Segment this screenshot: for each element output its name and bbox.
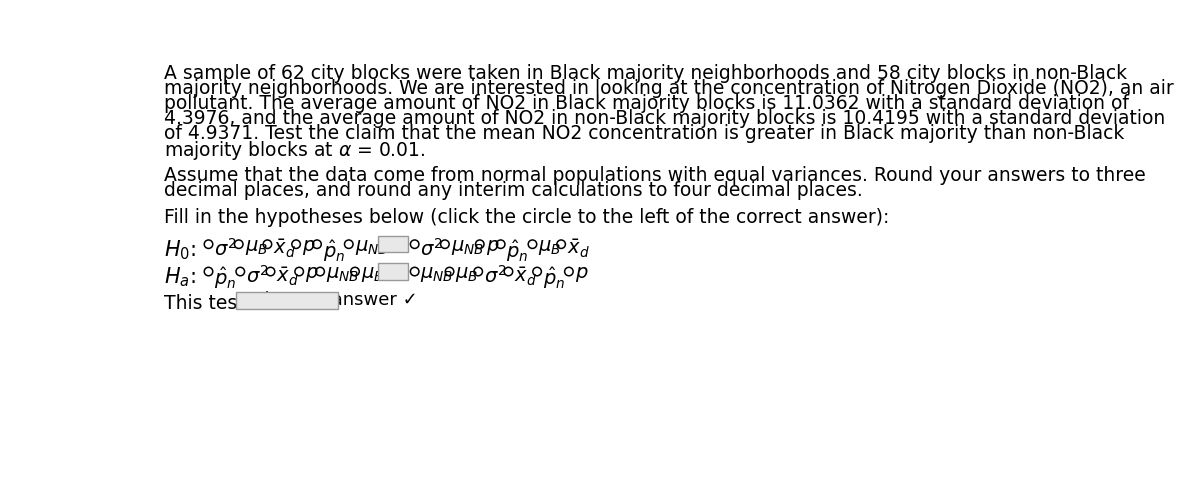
Text: $\sigma^2$: $\sigma^2$	[215, 238, 236, 260]
Text: 4.3976, and the average amount of NO2 in non-Black majority blocks is 10.4195 wi: 4.3976, and the average amount of NO2 in…	[164, 110, 1165, 128]
Text: majority neighborhoods. We are interested in looking at the concentration of Nit: majority neighborhoods. We are intereste…	[164, 80, 1174, 98]
Text: majority blocks at $\alpha$ = 0.01.: majority blocks at $\alpha$ = 0.01.	[164, 139, 426, 162]
FancyBboxPatch shape	[378, 263, 408, 280]
Text: $\mu_{NB}$: $\mu_{NB}$	[420, 265, 454, 285]
Text: of 4.9371. Test the claim that the mean NO2 concentration is greater in Black ma: of 4.9371. Test the claim that the mean …	[164, 125, 1124, 144]
Text: $\mu_B$: $\mu_B$	[539, 238, 562, 257]
Text: $\mu_B$: $\mu_B$	[455, 265, 479, 285]
Text: $\hat{p}_n$: $\hat{p}_n$	[542, 265, 565, 291]
Text: $H_a$:: $H_a$:	[164, 265, 196, 289]
Text: $\bar{x}_d$: $\bar{x}_d$	[566, 238, 590, 260]
Text: $\hat{p}_n$: $\hat{p}_n$	[506, 238, 529, 264]
FancyBboxPatch shape	[236, 292, 338, 309]
Text: $\sigma^2$: $\sigma^2$	[484, 265, 506, 287]
Text: pollutant. The average amount of NO2 in Black majority blocks is 11.0362 with a : pollutant. The average amount of NO2 in …	[164, 94, 1129, 114]
Text: $p$: $p$	[486, 238, 499, 257]
Text: Select an answer ✓: Select an answer ✓	[242, 291, 418, 309]
Text: Assume that the data come from normal populations with equal variances. Round yo: Assume that the data come from normal po…	[164, 166, 1146, 185]
Text: $\bar{x}_d$: $\bar{x}_d$	[515, 265, 538, 287]
Text: $\sigma^2$: $\sigma^2$	[420, 238, 443, 260]
Text: $\mu_{NB}$: $\mu_{NB}$	[326, 265, 359, 285]
Text: $\mu_B$: $\mu_B$	[361, 265, 384, 285]
Text: A sample of 62 city blocks were taken in Black majority neighborhoods and 58 cit: A sample of 62 city blocks were taken in…	[164, 64, 1127, 83]
Text: $H_0$:: $H_0$:	[164, 238, 196, 262]
Text: $\bar{x}_d$: $\bar{x}_d$	[274, 238, 296, 260]
Text: ? ✓: ? ✓	[383, 238, 404, 251]
Text: $p$: $p$	[305, 265, 318, 285]
Text: $\mu_{NB}$: $\mu_{NB}$	[355, 238, 388, 257]
Text: $\hat{p}_n$: $\hat{p}_n$	[323, 238, 346, 264]
Text: ? ✓: ? ✓	[383, 265, 404, 278]
Text: $p$: $p$	[575, 265, 588, 285]
Text: Fill in the hypotheses below (click the circle to the left of the correct answer: Fill in the hypotheses below (click the …	[164, 207, 889, 227]
Text: $\sigma^2$: $\sigma^2$	[246, 265, 269, 287]
FancyBboxPatch shape	[378, 236, 408, 252]
Text: decimal places, and round any interim calculations to four decimal places.: decimal places, and round any interim ca…	[164, 181, 863, 200]
Text: $p$: $p$	[302, 238, 316, 257]
Text: $\mu_B$: $\mu_B$	[245, 238, 268, 257]
Text: $\bar{x}_d$: $\bar{x}_d$	[276, 265, 299, 287]
Text: $\hat{p}_n$: $\hat{p}_n$	[215, 265, 236, 291]
Text: $\mu_{NB}$: $\mu_{NB}$	[451, 238, 484, 257]
Text: This test is: This test is	[164, 294, 265, 313]
